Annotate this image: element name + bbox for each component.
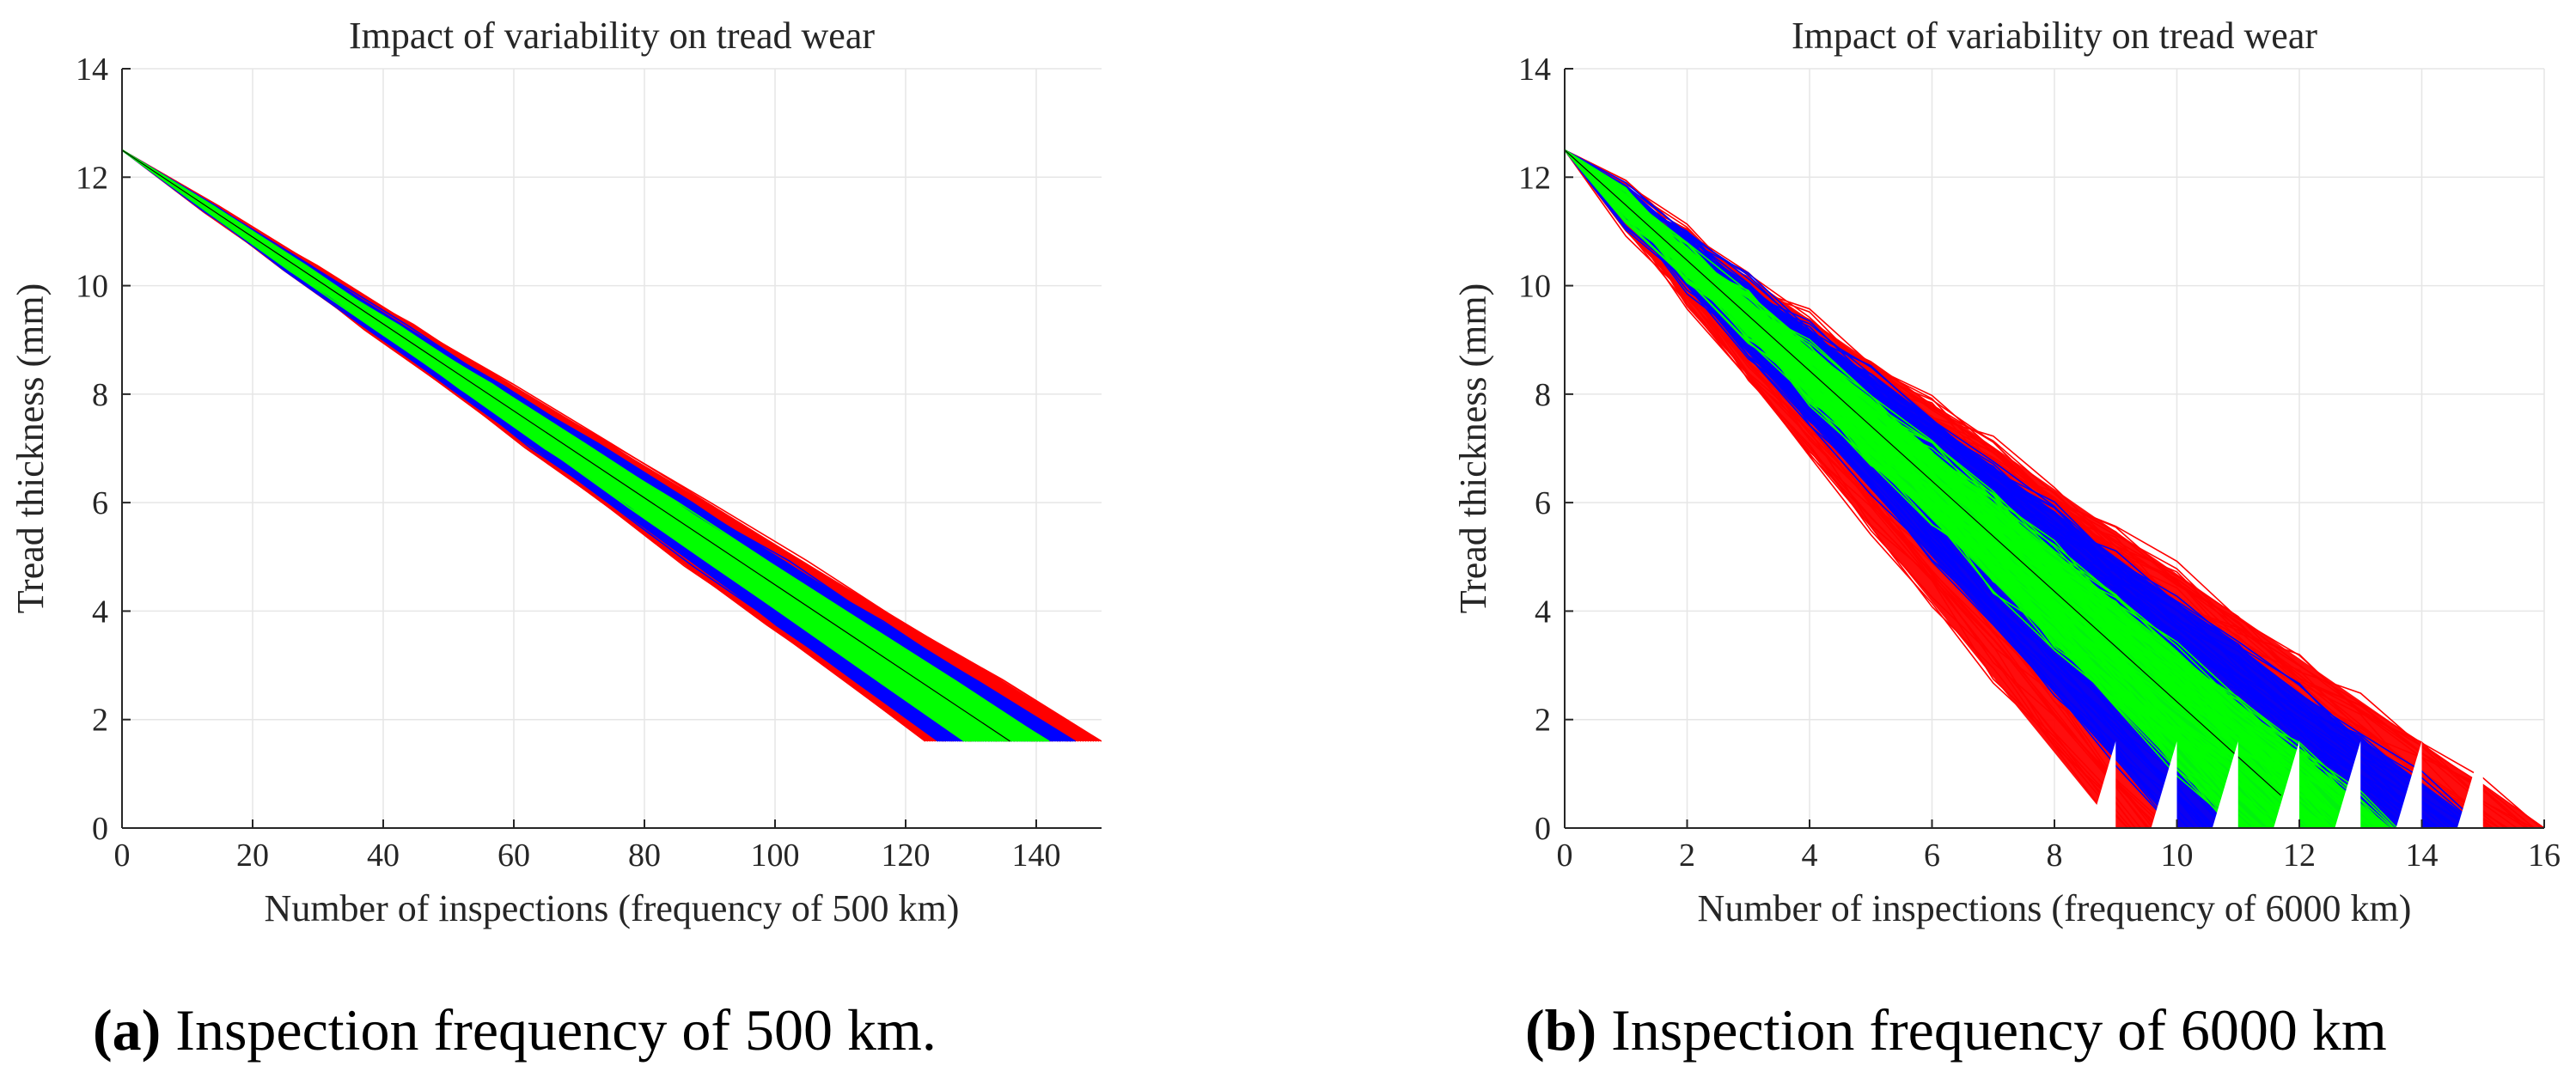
plot-area (122, 149, 1102, 742)
x-tick-label: 12 (2283, 837, 2316, 874)
series-fill-inner-band (1565, 149, 2391, 828)
series-outer-band (122, 149, 1102, 742)
x-axis-label: Number of inspections (frequency of 500 … (265, 887, 960, 929)
series-fill-inner-band (122, 149, 1050, 741)
drop-notch-15 (2457, 740, 2483, 828)
series-fill-middle-band (1565, 149, 2483, 828)
x-tick-label: 20 (236, 837, 269, 874)
caption-a-text: Inspection frequency of 500 km. (175, 997, 937, 1063)
x-tick-label: 10 (2161, 837, 2194, 874)
grid (121, 68, 1102, 829)
y-tick-label: 0 (92, 811, 108, 847)
drop-notches (2090, 740, 2483, 828)
x-tick-label: 0 (114, 837, 131, 874)
x-tick-label: 2 (1679, 837, 1695, 874)
x-tick-label: 80 (628, 837, 661, 874)
y-tick-label: 8 (1535, 377, 1551, 413)
y-tick-label: 8 (92, 377, 108, 413)
x-tick-label: 14 (2406, 837, 2439, 874)
y-tick-label: 4 (1535, 594, 1551, 630)
x-tick-label: 120 (882, 837, 931, 874)
y-tick-label: 12 (76, 160, 108, 196)
plot-area (1565, 149, 2544, 828)
axes (121, 69, 1102, 829)
y-tick-label: 6 (92, 485, 108, 521)
caption-b: (b) Inspection frequency of 6000 km (1525, 996, 2387, 1064)
drop-notch-12 (2274, 740, 2299, 828)
caption-b-label: (b) (1525, 997, 1597, 1063)
x-tick-label: 100 (751, 837, 800, 874)
y-tick-label: 12 (1518, 160, 1551, 196)
drop-notch-9 (2090, 740, 2116, 828)
series-fill-outer-band (1565, 149, 2544, 828)
y-tick-label: 4 (92, 594, 108, 630)
y-axis-label: Tread thickness (mm) (1452, 283, 1494, 614)
x-tick-label: 40 (367, 837, 400, 874)
x-tick-label: 16 (2528, 837, 2561, 874)
y-tick-label: 6 (1535, 485, 1551, 521)
series-mean (1565, 149, 2282, 796)
series-inner-band (122, 149, 1050, 742)
drop-notch-13 (2335, 740, 2361, 828)
y-tick-label: 2 (1535, 703, 1551, 739)
series-mean-line (122, 149, 1010, 742)
x-tick-label: 60 (497, 837, 530, 874)
x-tick-label: 0 (1557, 837, 1573, 874)
y-axis-label: Tread thickness (mm) (9, 283, 52, 614)
series-mean-line (1565, 149, 2282, 796)
caption-a: (a) Inspection frequency of 500 km. (93, 996, 937, 1064)
y-tick-label: 14 (76, 52, 108, 88)
drop-notch-11 (2212, 740, 2238, 828)
y-tick-label: 14 (1518, 52, 1551, 88)
y-tick-label: 0 (1535, 811, 1551, 847)
chart-a: 0 20 40 60 80 100 120 140 0 2 4 6 8 10 12 14 Impact of v… (9, 15, 1102, 929)
y-tick-label: 10 (1518, 269, 1551, 305)
drop-notch-14 (2396, 740, 2422, 828)
caption-a-label: (a) (93, 997, 162, 1063)
series-fill-outer-band (122, 149, 1102, 741)
chart-title: Impact of variability on tread wear (349, 15, 875, 57)
x-tick-label: 8 (2047, 837, 2063, 874)
y-tick-label: 10 (76, 269, 108, 305)
x-tick-label: 140 (1012, 837, 1061, 874)
x-tick-label: 4 (1802, 837, 1818, 874)
chart-title: Impact of variability on tread wear (1792, 15, 2317, 57)
drop-notch-10 (2151, 740, 2177, 828)
series-mean (122, 149, 1010, 742)
x-axis-label: Number of inspections (frequency of 6000… (1698, 887, 2412, 929)
caption-b-text: Inspection frequency of 6000 km (1611, 997, 2387, 1063)
y-tick-label: 2 (92, 703, 108, 739)
chart-b: 0 2 4 6 8 10 12 14 16 0 2 4 6 8 10 12 14 Impact of variab… (1452, 15, 2561, 929)
x-tick-label: 6 (1924, 837, 1940, 874)
